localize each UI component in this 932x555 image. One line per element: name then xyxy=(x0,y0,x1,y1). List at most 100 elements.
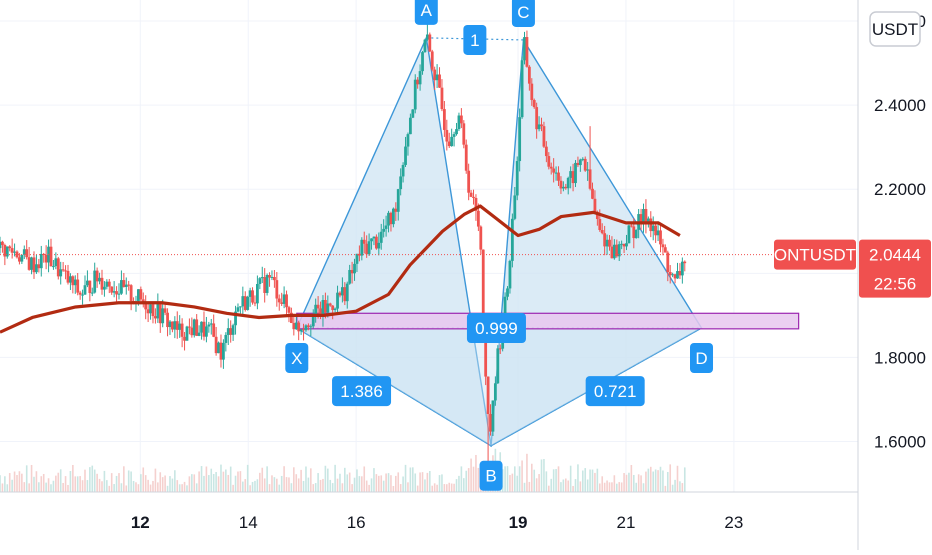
volume-bar xyxy=(198,471,200,492)
volume-bar xyxy=(450,483,453,492)
volume-bar xyxy=(382,480,385,492)
candle-body xyxy=(168,321,172,328)
candle-body xyxy=(100,277,104,290)
volume-bar xyxy=(336,478,339,492)
volume-bar xyxy=(249,485,251,492)
candle-body xyxy=(18,257,21,262)
volume-bar xyxy=(618,482,621,492)
volume-bar xyxy=(137,484,140,492)
ratio-label-1-bg xyxy=(332,376,392,407)
candle-body xyxy=(217,342,220,354)
candle-body xyxy=(459,115,463,124)
volume-bar xyxy=(569,465,572,492)
volume-bar xyxy=(159,472,162,492)
pattern-labels[interactable]: X A B C D 1 1.386 0.721 0.999 xyxy=(285,0,714,491)
candle-body xyxy=(661,244,665,248)
volume-bar xyxy=(615,483,618,492)
candle-body xyxy=(90,292,94,294)
volume-bar xyxy=(562,479,565,492)
volume-bar xyxy=(244,479,247,492)
volume-bar xyxy=(523,482,526,492)
target-zone[interactable] xyxy=(296,312,800,330)
volume-bar xyxy=(547,485,550,492)
volume-bar xyxy=(460,466,463,492)
candle-body xyxy=(620,243,624,245)
point-label-c-bg xyxy=(511,0,535,27)
candle-body xyxy=(280,302,284,304)
candle-body xyxy=(680,261,684,276)
candle-body xyxy=(603,233,607,247)
volume-bar xyxy=(322,478,324,492)
candle-body xyxy=(581,158,585,160)
xab-triangle xyxy=(295,35,492,448)
candle-body xyxy=(258,278,262,285)
volume-bar xyxy=(426,472,429,492)
volume-bar xyxy=(370,478,373,492)
volume-bar xyxy=(358,476,361,492)
volume-bar xyxy=(572,485,574,492)
volume-bar xyxy=(166,485,169,492)
currency-badge[interactable]: USDT xyxy=(869,11,921,47)
candle-body xyxy=(241,296,245,307)
volume-bar xyxy=(193,474,196,492)
volume-bar xyxy=(89,467,91,492)
candle-body xyxy=(605,239,609,247)
candle-body xyxy=(455,129,458,135)
moving-average xyxy=(0,204,681,334)
candle-body xyxy=(557,172,560,181)
candle-body xyxy=(326,303,330,313)
candle-body xyxy=(430,51,434,70)
volume-bar xyxy=(574,479,577,492)
candle-body xyxy=(37,264,41,269)
candle-body xyxy=(627,225,631,244)
candle-body xyxy=(156,302,160,319)
volume-bar xyxy=(448,482,451,492)
candle-body xyxy=(195,319,199,336)
candle-body xyxy=(457,115,461,130)
volume-bars xyxy=(0,448,686,492)
candle-body xyxy=(178,323,182,330)
volume-bar xyxy=(555,469,557,492)
candle-body xyxy=(418,71,422,85)
candle-body xyxy=(200,321,203,333)
candle-body xyxy=(428,34,432,52)
volume-bar xyxy=(164,475,166,492)
volume-bar xyxy=(545,471,548,492)
ratio-label-0: 1 xyxy=(470,31,479,50)
volume-bar xyxy=(144,475,147,492)
candle-body xyxy=(158,302,162,324)
volume-bar xyxy=(378,475,380,492)
volume-bar xyxy=(475,454,477,492)
candle-body xyxy=(595,211,599,220)
candle-body xyxy=(61,269,65,271)
candle-body xyxy=(127,284,131,286)
volume-bar xyxy=(356,469,358,492)
candle-body xyxy=(314,304,318,315)
volume-bar xyxy=(421,472,424,492)
volume-bar xyxy=(598,483,601,492)
volume-bar xyxy=(414,473,417,492)
candle-body xyxy=(224,334,228,343)
volume-bar xyxy=(649,466,652,492)
volume-bar xyxy=(195,483,198,492)
volume-bar xyxy=(365,480,368,492)
volume-bar xyxy=(676,465,679,492)
candle-body xyxy=(484,324,488,377)
candle-body xyxy=(32,257,36,273)
volume-bar xyxy=(152,480,154,492)
x-axis-ticks: 12 14 16 19 21 23 xyxy=(131,513,744,532)
volume-bar xyxy=(666,471,669,492)
candle-body xyxy=(578,159,582,166)
volume-bar xyxy=(416,485,419,492)
candle-body xyxy=(95,270,99,282)
candle-body xyxy=(144,301,148,310)
volume-bar xyxy=(276,478,278,492)
volume-bar xyxy=(215,472,217,492)
volume-bar xyxy=(472,466,475,492)
candle-body xyxy=(357,253,361,256)
volume-bar xyxy=(438,475,441,492)
volume-bar xyxy=(683,467,686,492)
volume-bar xyxy=(23,482,26,492)
